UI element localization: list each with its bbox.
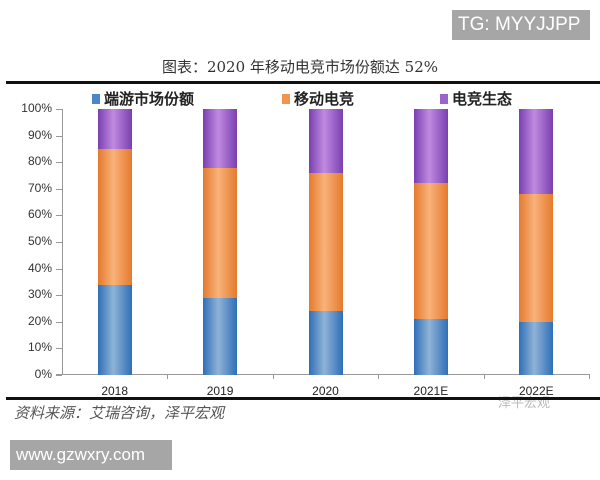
top-rule [6,81,600,84]
y-tick-label: 20% [27,313,52,328]
x-tick-label: 2022E [518,384,554,398]
x-tick [272,374,274,379]
legend-item-ecosystem: 电竞生态 [440,88,512,109]
y-tick-label: 10% [27,340,52,355]
bar-segment [413,109,448,184]
y-tick [56,375,62,376]
y-tick-label: 60% [27,207,52,222]
bar-segment [519,194,554,322]
y-tick-label: 50% [27,234,52,248]
bar-2018 [97,109,132,375]
y-tick-label: 90% [27,127,52,142]
x-tick [167,374,169,379]
legend-swatch-icon [440,93,448,104]
y-tick-label: 80% [27,154,52,169]
watermark-bottom: www.gzwxry.com [10,440,172,470]
y-tick [56,162,62,164]
y-tick [56,109,62,110]
legend-label: 端游市场份额 [104,90,195,108]
x-tick-label: 2021E [413,384,449,398]
bar-2021E [413,109,448,375]
y-tick [56,268,62,270]
bar-segment [519,321,554,375]
y-tick-label: 70% [27,180,52,195]
y-tick-label: 30% [27,287,52,302]
x-tick [378,374,380,379]
bottom-rule [6,397,600,400]
bar-segment [203,297,238,375]
x-tick-label: 2018 [101,384,129,398]
y-tick [56,321,62,323]
bar-segment [308,311,343,375]
bar-segment [308,172,343,312]
x-tick [589,374,590,379]
bar-segment [203,109,238,168]
watermark-logo: 泽平宏观 [498,396,551,411]
y-tick [56,295,62,297]
bar-segment [97,284,132,375]
legend: 端游市场份额 移动电竞 电竞生态 [0,88,600,108]
bar-segment [308,109,343,173]
bar-2019 [203,109,238,375]
bar-segment [413,319,448,375]
y-axis [62,109,63,375]
bar-segment [519,109,554,195]
bar-segment [97,109,132,149]
legend-label: 电竞生态 [452,90,513,108]
y-tick-label: 40% [27,260,52,275]
y-tick-label: 100% [21,101,52,115]
bar-2020 [308,109,343,375]
x-tick-label: 2020 [312,384,339,398]
y-tick [56,215,62,217]
y-tick-label: 0% [34,367,52,381]
legend-item-mobile: 移动电竞 [282,88,354,109]
legend-swatch-icon [92,93,100,104]
chart-title: 图表：2020 年移动电竞市场份额达 52% [161,58,439,76]
watermark-top: TG: MYYJJPP [452,10,590,40]
y-tick [56,135,62,137]
legend-label: 移动电竞 [294,90,355,108]
y-tick [56,188,62,190]
legend-swatch-icon [282,93,290,104]
x-tick-label: 2019 [206,384,234,398]
y-tick [56,348,62,350]
bar-2022E [519,109,554,375]
source-note: 资料来源：艾瑞咨询，泽平宏观 [14,404,225,422]
bar-segment [203,167,238,298]
y-tick [56,242,62,243]
bar-segment [413,183,448,320]
x-tick [483,374,485,379]
bar-segment [97,148,132,285]
legend-item-client: 端游市场份额 [92,88,194,109]
